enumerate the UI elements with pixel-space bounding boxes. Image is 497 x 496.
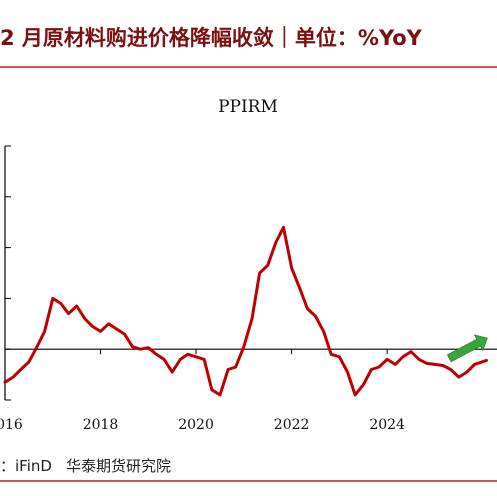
source-org: 华泰期货研究院: [65, 457, 171, 475]
trend-arrow: [446, 334, 488, 363]
x-tick-label-2016: 2016: [0, 417, 23, 433]
x-tick-label-2018: 2018: [83, 417, 119, 433]
header-rule: [0, 66, 497, 68]
chart-lines: [3, 225, 488, 397]
chart-title: PPIRM: [218, 97, 278, 117]
chart-marks: [4, 227, 488, 395]
ppirm-chart: PPIRM 2016 2018 2020 2022 2024: [0, 97, 497, 433]
series-line-0: [3, 225, 488, 397]
x-tick-label-2022: 2022: [274, 417, 310, 433]
header: 2 月原材料购进价格降幅收敛｜单位：%YoY: [0, 0, 497, 68]
trend-arrow-shape: [446, 334, 488, 363]
header-title: 2 月原材料购进价格降幅收敛｜单位：%YoY: [0, 26, 422, 50]
footer-rule: [0, 480, 497, 482]
chart-ticks: 2016 2018 2020 2022 2024: [0, 145, 405, 433]
x-tick-label-2024: 2024: [369, 417, 405, 433]
source-prefix: ：iFinD: [0, 457, 52, 475]
source-line: ：iFinD 华泰期货研究院: [0, 455, 171, 476]
x-tick-label-2020: 2020: [178, 417, 214, 433]
chart-axes: [4, 146, 497, 400]
